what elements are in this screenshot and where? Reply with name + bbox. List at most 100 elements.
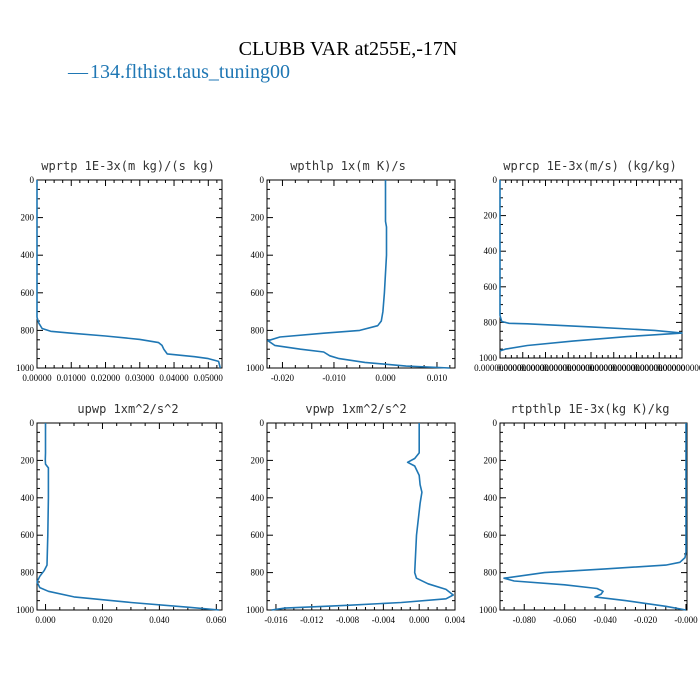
x-tick-label: -0.010 xyxy=(322,373,346,383)
axes-frame-upwp xyxy=(36,422,223,611)
tick-labels-vpwp: 0 200 400 600 800 1000-0.016 -0.012 -0.008 -0.00… xyxy=(246,418,466,625)
y-tick-label: 600 xyxy=(251,288,265,298)
y-tick-label: 1000 xyxy=(246,363,265,373)
y-tick-label: 400 xyxy=(251,493,265,503)
x-tick-label: 0.000 xyxy=(409,615,430,625)
y-tick-label: 0 xyxy=(30,175,35,185)
panel-wprcp: wprcp 1E-3x(m/s) (kg/kg) 0 200 400 600 800 10… xyxy=(474,159,700,373)
axes-frame-wprtp xyxy=(36,179,223,369)
x-tick-label: 0.020 xyxy=(92,615,113,625)
panel-title-rtpthlp: rtpthlp 1E-3x(kg K)/kg xyxy=(511,402,670,416)
y-tick-label: 800 xyxy=(251,325,265,335)
y-tick-label: 400 xyxy=(21,493,35,503)
plot-area-rtpthlp xyxy=(503,423,687,611)
panel-wprtp: wprtp 1E-3x(m kg)/(s kg) 0 200 400 600 800 10… xyxy=(16,159,223,383)
series-line-rtpthlp-0 xyxy=(503,423,687,611)
x-tick-label: 0.060 xyxy=(206,615,227,625)
x-tick-label: 0.004 xyxy=(445,615,466,625)
x-tick-label: 0.01000 xyxy=(57,373,87,383)
x-tick-label: 0.010 xyxy=(427,373,448,383)
y-tick-label: 200 xyxy=(21,455,35,465)
x-tick-label: -0.020 xyxy=(271,373,295,383)
y-tick-label: 1000 xyxy=(16,363,35,373)
y-tick-label: 1000 xyxy=(479,605,498,615)
series-line-wpthlp-0 xyxy=(267,180,450,369)
y-tick-label: 400 xyxy=(484,493,498,503)
ticks-upwp xyxy=(37,422,222,611)
figure-title: CLUBB VAR at255E,-17N xyxy=(239,38,458,60)
y-tick-label: 1000 xyxy=(479,353,498,363)
x-tick-label: -0.060 xyxy=(553,615,577,625)
y-tick-label: 600 xyxy=(484,530,498,540)
y-tick-label: 600 xyxy=(484,282,498,292)
x-tick-label: -0.040 xyxy=(593,615,617,625)
panel-rtpthlp: rtpthlp 1E-3x(kg K)/kg 0 200 400 600 800 1000… xyxy=(479,402,698,625)
legend-dash: — xyxy=(67,61,89,83)
axes-frame-vpwp xyxy=(266,422,456,611)
x-tick-label: 0.0000000000 xyxy=(633,363,685,373)
plot-area-upwp xyxy=(36,423,220,611)
y-tick-label: 0 xyxy=(260,175,265,185)
series-line-vpwp-0 xyxy=(271,423,455,611)
y-tick-label: 800 xyxy=(484,568,498,578)
plot-area-wpthlp xyxy=(267,180,450,369)
x-tick-label: -0.012 xyxy=(300,615,323,625)
x-tick-label: 0.000 xyxy=(35,615,56,625)
ticks-wpthlp xyxy=(267,179,455,369)
x-tick-label: 0.0000000000 xyxy=(656,363,700,373)
x-tick-label: -0.008 xyxy=(336,615,360,625)
series-line-upwp-0 xyxy=(36,423,220,611)
x-tick-label: 0.00000 xyxy=(22,373,52,383)
x-tick-label: 0.0000000000 xyxy=(565,363,617,373)
plot-area-wprtp xyxy=(36,180,222,369)
y-tick-label: 600 xyxy=(21,530,35,540)
ticks-wprcp xyxy=(499,179,683,359)
y-tick-label: 600 xyxy=(21,288,35,298)
ticks-vpwp xyxy=(266,422,456,611)
plot-area-wprcp xyxy=(499,180,683,352)
x-tick-label: 0.0000000000 xyxy=(474,363,526,373)
x-tick-label: -0.080 xyxy=(513,615,537,625)
y-tick-label: 200 xyxy=(251,455,265,465)
x-tick-label: -0.020 xyxy=(634,615,658,625)
x-tick-label: 0.0000000000 xyxy=(542,363,594,373)
plot-area-vpwp xyxy=(271,423,455,611)
series-line-wprcp-0 xyxy=(499,180,683,352)
x-tick-label: 0.02000 xyxy=(91,373,121,383)
legend-label: 134.flthist.taus_tuning00 xyxy=(90,61,290,83)
y-tick-label: 1000 xyxy=(246,605,265,615)
y-tick-label: 0 xyxy=(493,418,498,428)
tick-labels-rtpthlp: 0 200 400 600 800 1000 -0.080 -0.060 -0.040 -0.02… xyxy=(479,418,698,625)
x-tick-label: -0.016 xyxy=(264,615,288,625)
tick-labels-wprcp: 020040060080010000.00000000000.000000000… xyxy=(474,175,700,373)
x-tick-label: 0.0000000000 xyxy=(588,363,640,373)
panel-title-vpwp: vpwp 1xm^2/s^2 xyxy=(305,402,406,416)
tick-labels-wpthlp: 0 200 400 600 800 1000 -0.020 -0.010 0.000 0.010 xyxy=(246,175,448,383)
y-tick-label: 200 xyxy=(251,213,265,223)
y-tick-label: 800 xyxy=(21,568,35,578)
panel-title-wprcp: wprcp 1E-3x(m/s) (kg/kg) xyxy=(503,159,676,173)
y-tick-label: 800 xyxy=(21,325,35,335)
panel-vpwp: vpwp 1xm^2/s^2 0 200 400 600 800 1000-0.016 -0… xyxy=(246,402,466,625)
y-tick-label: 600 xyxy=(251,530,265,540)
x-tick-label: 0.0000000000 xyxy=(611,363,663,373)
axes-frame-wpthlp xyxy=(266,179,456,369)
panel-wpthlp: wpthlp 1x(m K)/s 0 200 400 600 800 1000 -0.020… xyxy=(246,159,456,383)
y-tick-label: 400 xyxy=(484,246,498,256)
y-tick-label: 0 xyxy=(30,418,35,428)
x-tick-label: 0.000 xyxy=(375,373,396,383)
panel-title-wprtp: wprtp 1E-3x(m kg)/(s kg) xyxy=(41,159,214,173)
ticks-wprtp xyxy=(36,179,222,369)
x-tick-label: 0.05000 xyxy=(194,373,224,383)
x-tick-label: 0.0000000000 xyxy=(520,363,572,373)
y-tick-label: 200 xyxy=(21,213,35,223)
y-tick-label: 400 xyxy=(251,250,265,260)
series-line-wprtp-0 xyxy=(36,180,222,369)
x-tick-label: -0.004 xyxy=(372,615,396,625)
y-tick-label: 0 xyxy=(493,175,498,185)
panel-title-wpthlp: wpthlp 1x(m K)/s xyxy=(290,159,406,173)
